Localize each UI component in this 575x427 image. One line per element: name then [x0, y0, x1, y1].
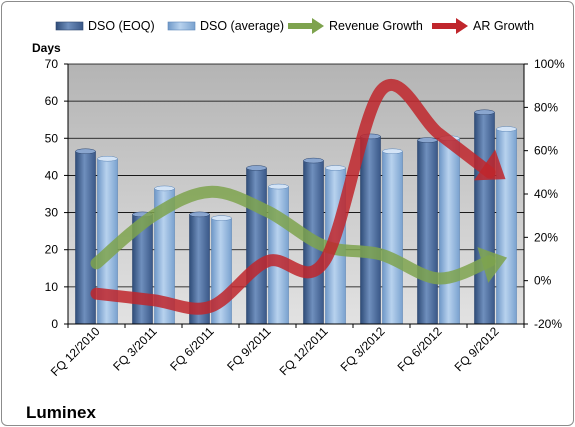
x-tick-label: FQ 3/2011 — [110, 324, 160, 374]
y-left-tick-label: 0 — [51, 317, 58, 331]
bar-dso-eoq — [474, 109, 495, 325]
legend-swatch — [167, 21, 196, 31]
x-tick-label: FQ 6/2012 — [395, 324, 445, 374]
x-tick-label: FQ 3/2012 — [338, 324, 388, 374]
y-right-tick-label: 20% — [534, 230, 558, 244]
y-right-tick-label: 0% — [534, 274, 552, 288]
x-tick-label: FQ 6/2011 — [167, 324, 217, 374]
bar-dso-average — [382, 148, 403, 325]
revenue-growth-line — [90, 185, 496, 285]
y-left-tick-label: 60 — [45, 94, 59, 108]
legend-label: AR Growth — [473, 19, 534, 33]
legend-label: DSO (EOQ) — [88, 19, 155, 33]
y-left-tick-label: 70 — [45, 57, 59, 71]
bar-dso-eoq — [246, 165, 267, 325]
legend-arrow — [456, 18, 468, 34]
legend-item-dso-eoq: DSO (EOQ) — [55, 19, 155, 33]
company-label: Luminex — [26, 403, 96, 422]
bar-dso-average — [496, 126, 517, 325]
legend-item-dso-average: DSO (average) — [167, 19, 284, 33]
series-ar-growth — [90, 78, 506, 315]
y-left-tick-label: 30 — [45, 206, 59, 220]
legend-item-ar-growth: AR Growth — [432, 18, 534, 34]
y-right-tick-label: 40% — [534, 187, 558, 201]
bar-dso-eoq — [417, 137, 438, 325]
bar-dso-eoq — [189, 211, 210, 325]
y-right-tick-label: 80% — [534, 100, 558, 114]
x-tick-label: FQ 9/2012 — [452, 324, 502, 374]
revenue-growth-arrowhead — [477, 247, 508, 283]
y-right-tick-label: 100% — [534, 57, 565, 71]
ar-growth-line — [90, 78, 496, 315]
x-tick-label: FQ 12/2010 — [48, 324, 103, 379]
bar-dso-average — [268, 183, 289, 325]
y-right-tick-label: 60% — [534, 144, 558, 158]
y-left-axis-title: Days — [32, 41, 61, 55]
legend-arrow — [312, 18, 324, 34]
ar-growth-arrowhead — [474, 149, 506, 181]
x-tick-label: FQ 9/2011 — [224, 324, 274, 374]
legend-label: DSO (average) — [200, 19, 284, 33]
y-left-tick-label: 40 — [45, 168, 59, 182]
legend-label: Revenue Growth — [329, 19, 423, 33]
y-left-tick-label: 20 — [45, 243, 59, 257]
x-tick-label: FQ 12/2011 — [277, 324, 331, 378]
bar-dso-eoq — [360, 133, 381, 325]
y-left-tick-label: 50 — [45, 131, 59, 145]
y-left-tick-label: 10 — [45, 280, 59, 294]
y-right-tick-label: -20% — [534, 317, 562, 331]
series-revenue-growth — [90, 185, 508, 285]
legend-swatch — [55, 21, 84, 31]
legend-item-revenue-growth: Revenue Growth — [288, 18, 423, 34]
bar-dso-average — [439, 135, 460, 325]
